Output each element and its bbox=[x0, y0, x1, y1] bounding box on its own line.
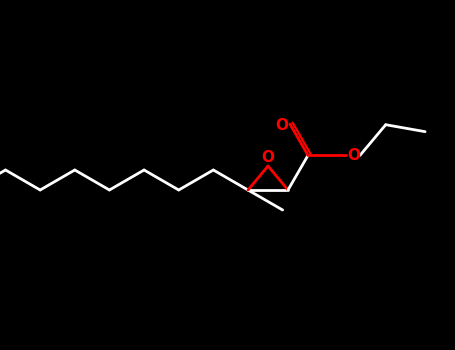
Text: O: O bbox=[275, 118, 288, 133]
Text: O: O bbox=[262, 150, 274, 166]
Text: O: O bbox=[348, 148, 360, 163]
